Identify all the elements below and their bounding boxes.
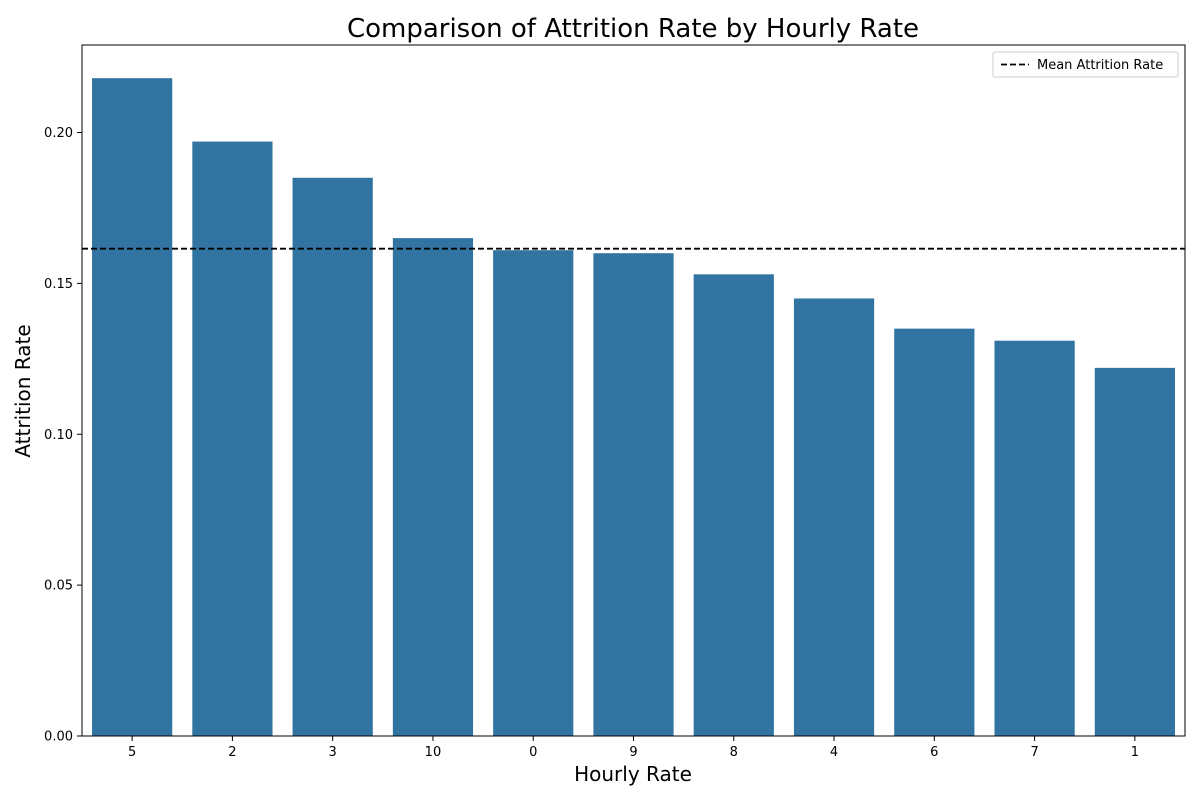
x-tick-label: 10 <box>425 745 442 760</box>
y-tick-label: 0.15 <box>44 277 73 292</box>
bar-1 <box>1094 367 1175 736</box>
chart-title: Comparison of Attrition Rate by Hourly R… <box>347 14 919 44</box>
x-tick-label: 1 <box>1131 745 1139 760</box>
y-axis: 0.00 0.05 0.10 0.15 0.20 <box>44 126 82 745</box>
x-tick-label: 9 <box>629 745 637 760</box>
bar-2 <box>192 141 273 736</box>
x-tick-label: 4 <box>830 745 838 760</box>
y-tick-label: 0.10 <box>44 428 73 443</box>
x-tick-label: 2 <box>228 745 236 760</box>
bar-10 <box>392 238 474 736</box>
bar-8 <box>693 274 774 736</box>
y-axis-label: Attrition Rate <box>11 324 35 457</box>
y-tick-label: 0.00 <box>44 730 73 745</box>
bar-9 <box>593 253 674 736</box>
bar-5 <box>92 78 173 736</box>
x-tick-label: 8 <box>730 745 738 760</box>
bar-4 <box>793 298 875 736</box>
bar-7 <box>994 340 1075 736</box>
legend-box <box>992 51 1179 78</box>
bar-3 <box>292 177 373 736</box>
bar-6 <box>894 328 975 736</box>
bars-group <box>92 78 1175 736</box>
y-tick-label: 0.05 <box>44 579 73 594</box>
y-tick-label: 0.20 <box>44 126 73 141</box>
legend: Mean Attrition Rate <box>992 51 1179 78</box>
legend-mean-label: Mean Attrition Rate <box>1037 58 1163 73</box>
x-tick-label: 3 <box>329 745 337 760</box>
x-tick-label: 0 <box>529 745 537 760</box>
x-tick-label: 5 <box>128 745 136 760</box>
x-axis-label: Hourly Rate <box>574 762 692 786</box>
x-tick-label: 7 <box>1030 745 1038 760</box>
x-axis: 5 2 3 10 0 9 8 4 6 7 1 <box>128 736 1139 760</box>
x-tick-label: 6 <box>930 745 938 760</box>
bar-0 <box>493 250 574 736</box>
